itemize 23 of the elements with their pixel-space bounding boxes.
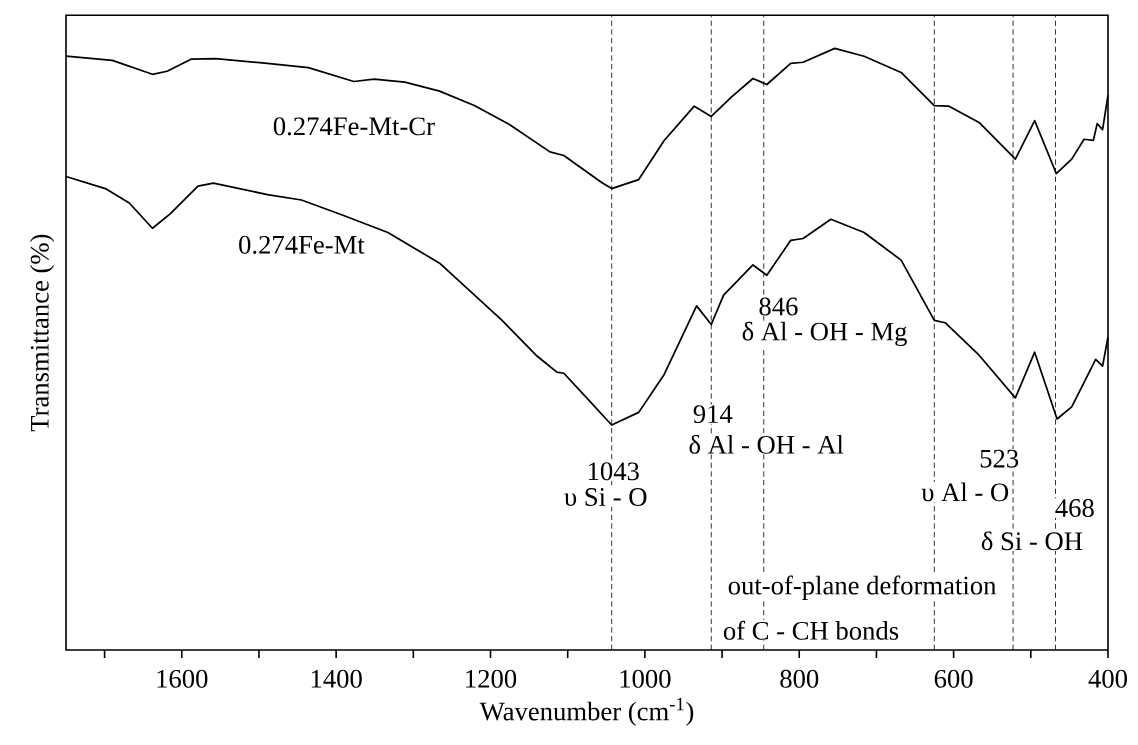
x-axis-title: Wavenumber (cm$^{-1}$)	[479, 697, 694, 726]
annotation: 523	[980, 449, 1019, 468]
annotation: out-of-plane deformation	[728, 575, 997, 600]
x-tick-label: 400	[1088, 669, 1127, 688]
annotation: 914	[693, 405, 733, 424]
x-tick-label: 1600	[157, 669, 208, 688]
annotation: 1043	[588, 462, 639, 481]
annotation: υ Si - O	[564, 488, 647, 506]
x-tick-label: 600	[934, 669, 973, 688]
annotation: of C - CH bonds	[723, 620, 899, 640]
x-tick-label: 1000	[620, 669, 671, 688]
series-label: 0.274Fe-Mt	[239, 235, 365, 254]
x-tick-label: 800	[780, 669, 819, 688]
series-label: 0.274Fe-Mt-Cr	[273, 117, 435, 136]
x-tick-label: 1400	[311, 669, 362, 688]
annotation: υ Al - O	[921, 482, 1009, 502]
annotation: 468	[1055, 499, 1094, 517]
annotation: 846	[759, 297, 798, 316]
y-axis-title: Transmittance (%)	[29, 234, 55, 432]
x-tick-label: 1200	[466, 669, 517, 688]
annotation: δ Al - OH - Mg	[742, 321, 907, 347]
annotation: δ Al - OH - Al	[689, 434, 844, 454]
annotation: δ Si - OH	[981, 531, 1083, 551]
